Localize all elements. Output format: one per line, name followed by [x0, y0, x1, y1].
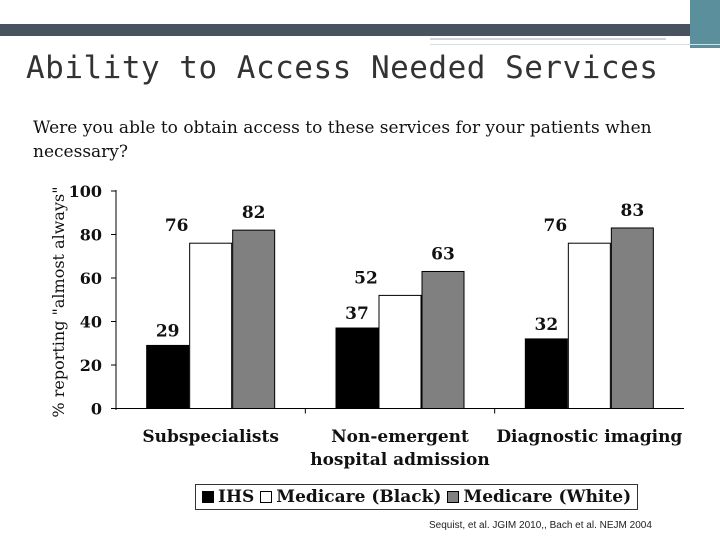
header-rule: [430, 38, 666, 40]
bar-ihs: [335, 327, 379, 409]
bar-medicare-black: [189, 242, 233, 409]
bar-medicare-white: [232, 229, 276, 410]
x-category-label: Diagnostic imaging: [496, 427, 682, 447]
header-bar: [0, 24, 690, 36]
bar-medicare-black: [378, 294, 422, 409]
y-tick-label: 40: [80, 313, 102, 332]
bar-medicare-white: [421, 270, 465, 409]
x-category-label: hospital admission: [310, 450, 490, 470]
y-axis-label: % reporting "almost always": [49, 186, 68, 417]
y-tick-label: 60: [80, 269, 102, 288]
data-label: 29: [156, 321, 180, 341]
data-label: 82: [242, 203, 266, 223]
legend-item-medicare-black: Medicare (Black): [260, 487, 441, 507]
slide-title: Ability to Access Needed Services: [26, 50, 659, 86]
data-label: 83: [620, 201, 644, 221]
bar-ihs: [146, 344, 190, 410]
header-accent: [690, 0, 720, 48]
y-tick-label: 100: [69, 182, 102, 201]
data-label: 32: [534, 315, 558, 335]
chart-legend: IHS Medicare (Black) Medicare (White): [195, 484, 639, 510]
survey-question: Were you able to obtain access to these …: [33, 118, 652, 162]
data-label: 76: [165, 216, 189, 236]
bar-medicare-white: [610, 227, 654, 409]
y-tick-label: 80: [80, 226, 102, 245]
data-label: 63: [431, 244, 455, 264]
data-label: 52: [354, 268, 378, 288]
legend-item-medicare-white: Medicare (White): [447, 487, 631, 507]
legend-label-medicare-black: Medicare (Black): [276, 487, 442, 507]
data-label: 37: [345, 304, 369, 324]
legend-swatch-ihs: [202, 491, 214, 503]
y-tick-label: 20: [80, 356, 102, 375]
legend-label-ihs: IHS: [218, 487, 255, 507]
header-band: [0, 0, 720, 24]
data-label: 76: [543, 216, 567, 236]
bar-medicare-black: [567, 242, 611, 409]
x-category-label: Non-emergent: [331, 427, 469, 447]
citation-text: Sequist, et al. JGIM 2010,, Bach et al. …: [429, 520, 652, 531]
x-category-label: Subspecialists: [142, 427, 279, 447]
y-tick-label: 0: [91, 400, 102, 419]
legend-label-medicare-white: Medicare (White): [463, 487, 632, 507]
legend-item-ihs: IHS: [202, 487, 254, 507]
header-rule-thin: [430, 44, 720, 45]
bar-ihs: [524, 338, 568, 409]
legend-swatch-medicare-white: [447, 491, 460, 503]
bar-chart: % reporting "almost always" 0 20 40 60 80 100…: [49, 182, 684, 470]
legend-swatch-medicare-black: [260, 491, 273, 503]
